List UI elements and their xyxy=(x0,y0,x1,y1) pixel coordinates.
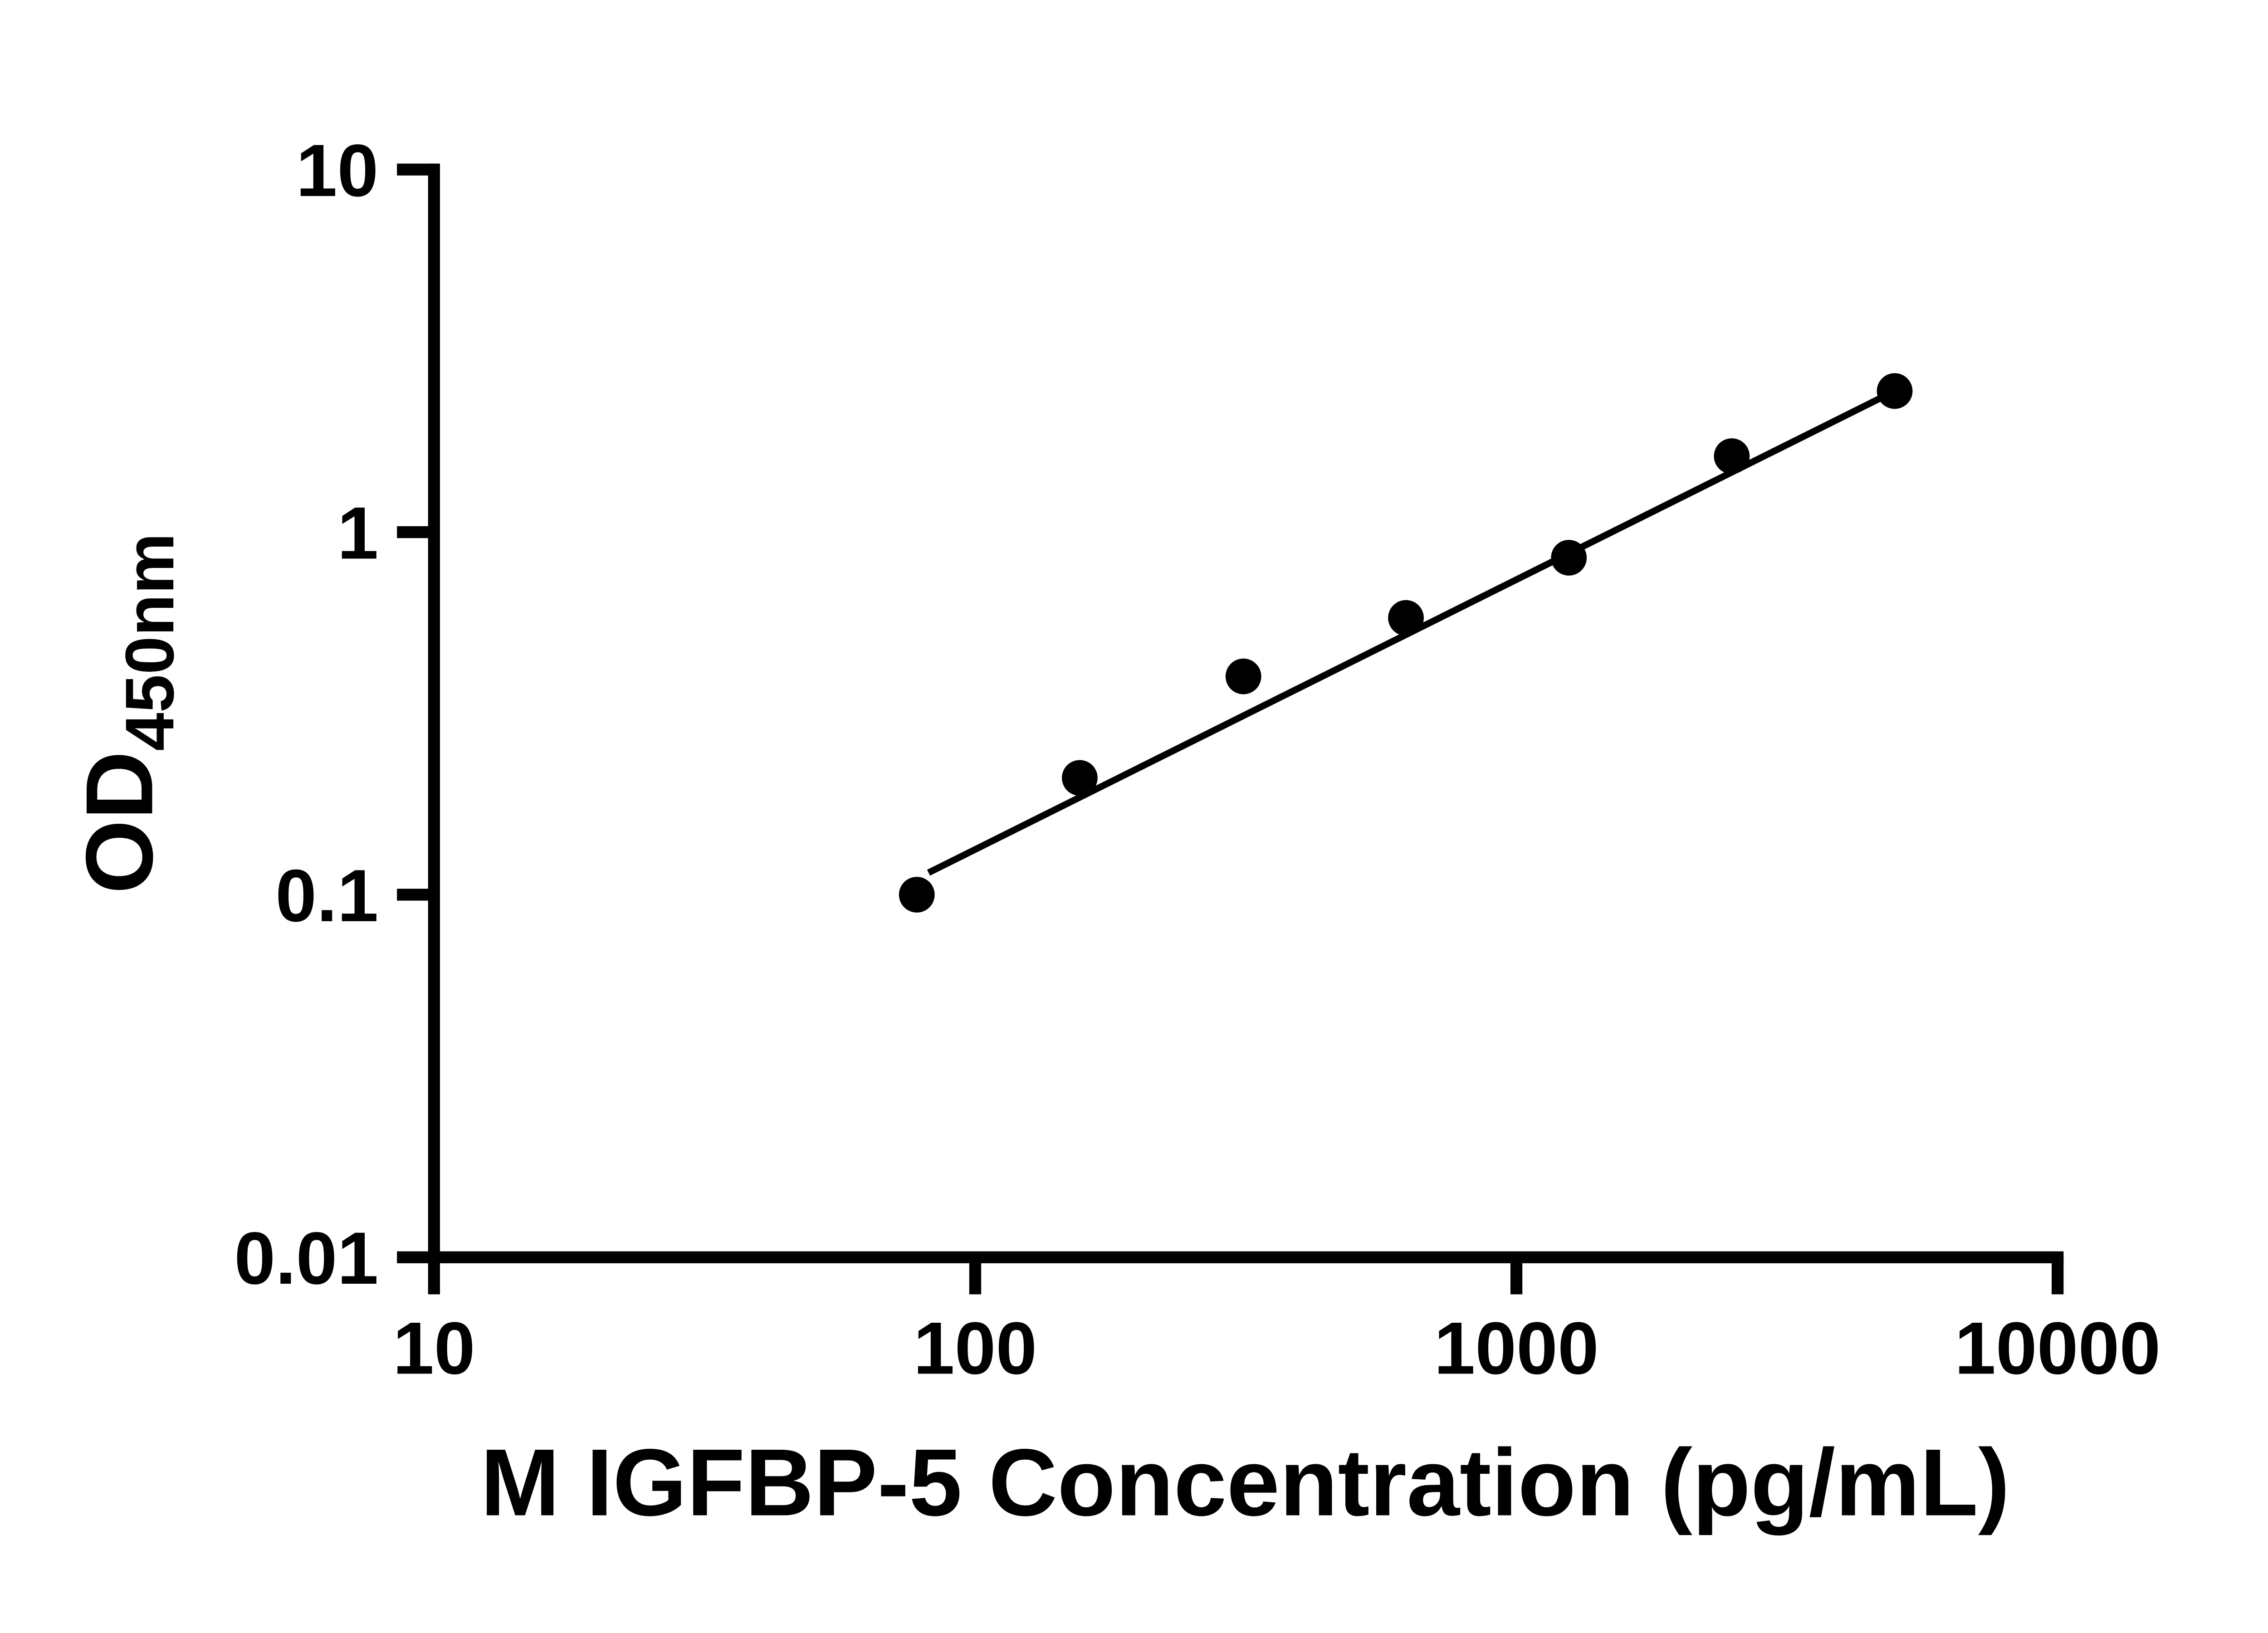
data-point xyxy=(899,876,935,913)
elisa-standard-curve-figure: 10 100 1000 10000 0.01 0.1 1 10 M IGFBP-5 Conce… xyxy=(0,22,2268,1611)
x-tick-label: 10000 xyxy=(1955,1306,2160,1389)
data-point xyxy=(1551,539,1587,576)
data-point xyxy=(1714,438,1750,474)
x-tick-label: 10 xyxy=(393,1306,475,1389)
tick-marks xyxy=(397,163,2064,1295)
axes xyxy=(428,163,2064,1263)
data-points-group xyxy=(899,373,1913,913)
y-tick-label: 0.1 xyxy=(275,854,378,937)
x-tick-label: 1000 xyxy=(1434,1306,1598,1389)
data-point xyxy=(1877,373,1913,409)
data-point xyxy=(1225,658,1261,694)
y-tick-label: 0.01 xyxy=(234,1217,378,1300)
x-axis-title: M IGFBP-5 Concentration (pg/mL) xyxy=(480,1429,2010,1535)
tick-labels: 10 100 1000 10000 0.01 0.1 1 10 xyxy=(234,129,2160,1389)
y-tick-label: 1 xyxy=(337,491,378,574)
data-point xyxy=(1061,760,1098,796)
y-axis-title-subscript: 450nm xyxy=(112,533,188,751)
x-tick-label: 100 xyxy=(914,1306,1037,1389)
y-tick-label: 10 xyxy=(296,129,379,212)
y-axis-title: OD450nm xyxy=(66,533,188,894)
data-point xyxy=(1388,600,1424,636)
y-axis-title-main: OD xyxy=(66,751,172,894)
